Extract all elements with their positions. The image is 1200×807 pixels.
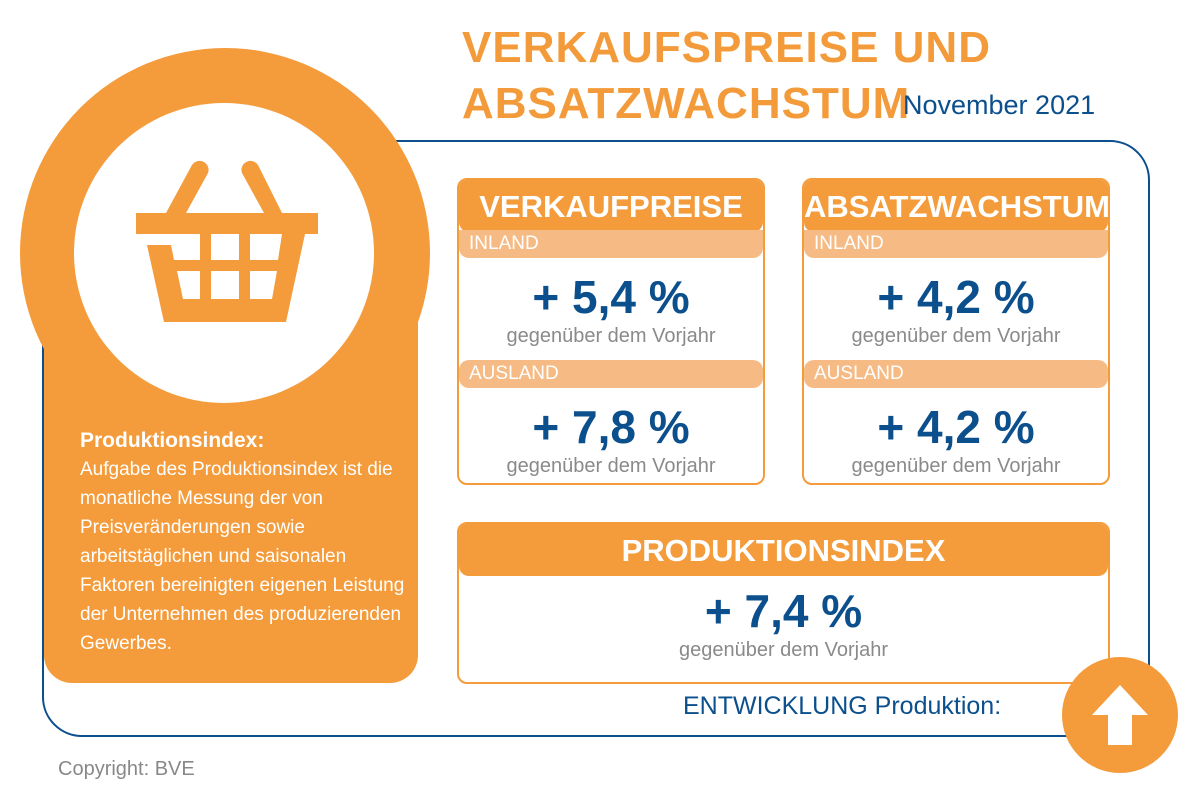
content-frame [42, 140, 1150, 737]
info-heading: Produktionsindex: [80, 429, 265, 452]
value-inland: + 4,2 % [877, 271, 1035, 323]
up-arrow-icon [1092, 685, 1148, 745]
comparison-note: gegenüber dem Vorjahr [851, 455, 1061, 477]
row-label-inland: INLAND [459, 230, 763, 258]
value-inland: + 5,4 % [532, 271, 690, 323]
row-label-inland: INLAND [804, 230, 1108, 258]
comparison-note: gegenüber dem Vorjahr [506, 325, 716, 347]
main-title: VERKAUFSPREISE UND ABSATZWACHSTUM [462, 20, 991, 132]
comparison-note: gegenüber dem Vorjahr [506, 455, 716, 477]
card-absatzwachstum: ABSATZWACHSTUM INLAND + 4,2 % gegenüber … [802, 178, 1110, 485]
row-label-ausland: AUSLAND [804, 360, 1108, 388]
card-verkaufpreise: VERKAUFPREISE INLAND + 5,4 % gegenüber d… [457, 178, 765, 485]
info-text: Aufgabe des Produktionsindex ist die mon… [80, 459, 405, 654]
basket-icon-circle [74, 103, 374, 403]
copyright: Copyright: BVE [58, 758, 195, 780]
comparison-note: gegenüber dem Vorjahr [678, 639, 889, 661]
card-title: PRODUKTIONSINDEX [459, 524, 1108, 576]
card-title: ABSATZWACHSTUM [804, 180, 1108, 232]
value-ausland: + 4,2 % [877, 401, 1035, 453]
comparison-note: gegenüber dem Vorjahr [851, 325, 1061, 347]
info-description: Produktionsindex: Aufgabe des Produktion… [80, 426, 410, 658]
development-label: ENTWICKLUNG Produktion: [683, 692, 1002, 720]
card-produktionsindex: PRODUKTIONSINDEX + 7,4 % gegenüber dem V… [457, 522, 1110, 684]
card-title: VERKAUFPREISE [459, 180, 763, 232]
title-line-2: ABSATZWACHSTUM [462, 79, 911, 128]
date-label: November 2021 [903, 90, 1096, 120]
row-label-ausland: AUSLAND [459, 360, 763, 388]
trend-badge [1062, 657, 1178, 773]
title-line-1: VERKAUFSPREISE UND [462, 23, 991, 72]
value-production: + 7,4 % [704, 585, 863, 637]
shopping-basket-icon [136, 160, 318, 322]
value-ausland: + 7,8 % [532, 401, 690, 453]
